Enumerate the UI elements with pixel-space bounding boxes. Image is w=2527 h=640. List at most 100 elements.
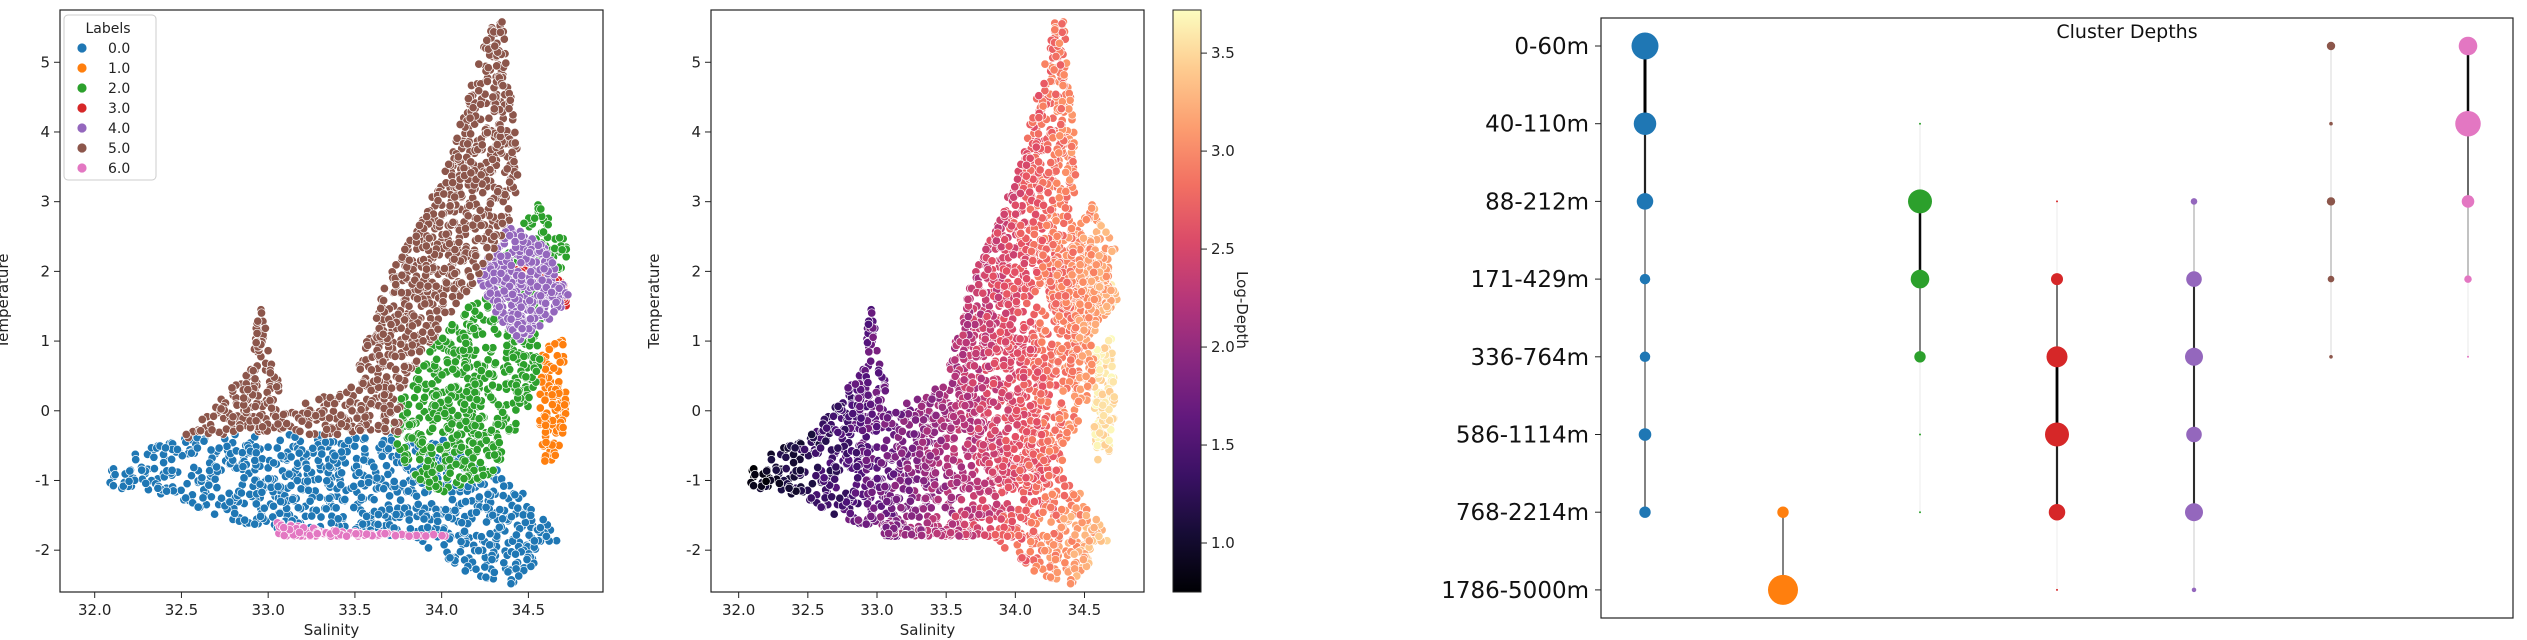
scatter-point bbox=[255, 479, 265, 489]
scatter-point bbox=[1042, 532, 1052, 542]
scatter-point bbox=[437, 370, 447, 380]
scatter-point bbox=[441, 229, 451, 239]
scatter-point bbox=[372, 375, 382, 385]
scatter-point bbox=[511, 405, 521, 415]
scatter-point bbox=[424, 477, 434, 487]
legend-title: Labels bbox=[85, 21, 130, 37]
scatter-point bbox=[391, 280, 401, 290]
scatter-point bbox=[489, 276, 499, 286]
scatter-point bbox=[305, 496, 315, 506]
scatter-point bbox=[821, 436, 831, 446]
scatter-point bbox=[507, 289, 518, 299]
x-tick-label: 33.0 bbox=[860, 601, 893, 619]
scatter-point bbox=[137, 465, 147, 475]
scatter-point bbox=[468, 438, 478, 448]
y-tick-label: 2 bbox=[40, 262, 50, 280]
scatter-point bbox=[499, 558, 509, 568]
scatter-point bbox=[908, 443, 918, 453]
scatter-point bbox=[435, 444, 445, 454]
scatter-point bbox=[303, 408, 313, 419]
scatter-point bbox=[235, 423, 245, 433]
scatter-point bbox=[827, 492, 837, 502]
scatter-point bbox=[311, 411, 321, 421]
scatter-point bbox=[503, 567, 513, 577]
scatter-point bbox=[495, 27, 505, 37]
scatter-point bbox=[478, 188, 488, 198]
scatter-point bbox=[811, 471, 821, 481]
scatter-point bbox=[379, 484, 389, 494]
scatter-point bbox=[1012, 454, 1022, 464]
scatter-point bbox=[230, 508, 240, 518]
scatter-point bbox=[275, 435, 285, 445]
scatter-point bbox=[377, 451, 387, 461]
scatter-point bbox=[1104, 435, 1114, 446]
scatter-point bbox=[499, 286, 509, 296]
scatter-point bbox=[307, 511, 317, 521]
scatter-point bbox=[493, 400, 503, 410]
scatter-point bbox=[762, 466, 772, 476]
scatter-point bbox=[228, 412, 238, 422]
scatter-point bbox=[816, 443, 826, 453]
scatter-point bbox=[448, 217, 458, 227]
scatter-point bbox=[511, 419, 521, 429]
scatter-point bbox=[771, 465, 781, 475]
scatter-point bbox=[547, 400, 557, 410]
scatter-point bbox=[159, 458, 169, 468]
scatter-point bbox=[461, 286, 472, 297]
scatter-point bbox=[477, 140, 487, 150]
scatter-point bbox=[216, 404, 226, 414]
scatter-point bbox=[537, 275, 547, 285]
scatter-point bbox=[251, 448, 261, 458]
y-tick-label: 0 bbox=[691, 402, 701, 420]
scatter-point bbox=[207, 425, 217, 435]
scatter-point bbox=[482, 243, 492, 253]
scatter-point bbox=[192, 443, 202, 453]
scatter-point bbox=[473, 430, 483, 440]
scatter-point bbox=[512, 331, 522, 341]
points-layer bbox=[105, 17, 573, 589]
scatter-point bbox=[784, 483, 794, 493]
scatter-point bbox=[250, 374, 260, 384]
scatter-point bbox=[343, 435, 354, 446]
scatter-point bbox=[444, 239, 454, 249]
scatter-point bbox=[396, 339, 406, 349]
scatter-point bbox=[505, 177, 515, 187]
scatter-point bbox=[1099, 411, 1109, 421]
scatter-point bbox=[426, 443, 436, 453]
scatter-point bbox=[308, 443, 318, 453]
scatter-point bbox=[1021, 505, 1031, 515]
scatter-point bbox=[492, 61, 502, 71]
scatter-point bbox=[276, 451, 286, 461]
scatter-point bbox=[540, 412, 550, 422]
scatter-point bbox=[398, 478, 408, 488]
scatter-point bbox=[440, 307, 450, 317]
scatter-point bbox=[455, 119, 465, 130]
scatter-point bbox=[761, 476, 771, 486]
scatter-point bbox=[322, 424, 332, 434]
scatter-point bbox=[936, 435, 946, 446]
scatter-point bbox=[391, 260, 401, 270]
y-tick-label: -2 bbox=[686, 541, 701, 559]
scatter-point bbox=[378, 329, 388, 339]
y-tick-label: 1 bbox=[691, 332, 701, 350]
scatter-point bbox=[807, 479, 817, 489]
scatter-point bbox=[227, 383, 237, 393]
scatter-point bbox=[297, 416, 307, 426]
scatter-point bbox=[524, 247, 534, 258]
scatter-point bbox=[476, 220, 486, 230]
scatter-point bbox=[251, 338, 261, 348]
scatter-point bbox=[356, 492, 367, 502]
scatter-point bbox=[499, 34, 509, 44]
scatter-point bbox=[1089, 523, 1099, 533]
scatter-point bbox=[445, 553, 455, 563]
scatter-point bbox=[1068, 366, 1078, 377]
scatter-point bbox=[449, 254, 459, 264]
scatter-point bbox=[253, 316, 263, 326]
scatter-point bbox=[1092, 441, 1102, 451]
y-tick-label: 3 bbox=[691, 193, 701, 211]
scatter-point bbox=[259, 503, 269, 513]
scatter-point bbox=[267, 403, 277, 413]
scatter-point bbox=[508, 352, 518, 362]
scatter-point bbox=[447, 495, 457, 505]
scatter-point bbox=[189, 462, 199, 473]
